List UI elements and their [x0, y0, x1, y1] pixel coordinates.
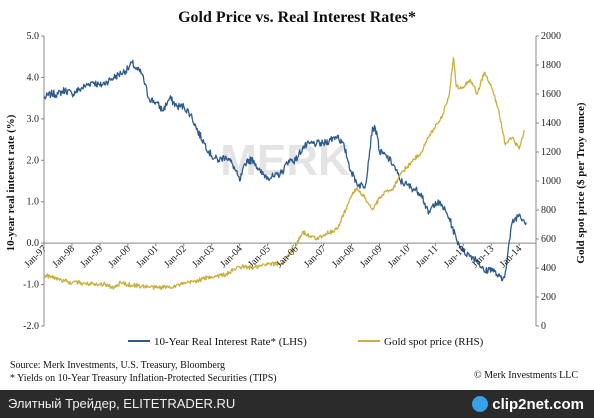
left-tick-label: 4.0 — [27, 72, 40, 83]
clip2net-logo-text: clip2net.com — [492, 395, 584, 413]
x-tick-label: Jan-09 — [358, 243, 385, 270]
left-tick-label: 0.0 — [27, 238, 40, 249]
chart-svg: Gold Price vs. Real Interest Rates* MERK… — [5, 9, 587, 384]
right-tick-label: 1200 — [541, 147, 561, 158]
right-tick-label: 600 — [541, 234, 556, 245]
left-tick-label: 2.0 — [27, 155, 40, 166]
x-tick-label: Jan-10 — [386, 243, 413, 270]
footer-bar: Элитный Трейдер, ELITETRADER.RU clip2net… — [0, 390, 594, 418]
x-tick-label: Jan-14 — [498, 243, 525, 270]
right-tick-label: 1800 — [541, 60, 561, 71]
legend-label-gold: Gold spot price (RHS) — [384, 336, 484, 348]
gold-price-series-line — [43, 57, 526, 291]
right-tick-label: 1000 — [541, 176, 561, 187]
x-tick-label: Jan-99 — [78, 243, 105, 270]
right-tick-label: 1400 — [541, 118, 561, 129]
x-tick-label: Jan-07 — [302, 243, 329, 270]
left-tick-label: -1.0 — [23, 280, 39, 291]
footnote: * Yields on 10-Year Treasury Inflation-P… — [10, 373, 277, 384]
right-tick-label: 2000 — [541, 31, 561, 42]
x-tick-label: Jan-02 — [162, 243, 189, 270]
right-tick-label: 400 — [541, 263, 556, 274]
left-tick-label: -2.0 — [23, 321, 39, 332]
x-tick-label: Jan-06 — [274, 243, 301, 270]
left-tick-label: 1.0 — [27, 197, 40, 208]
footer-site-text: Элитный Трейдер, ELITETRADER.RU — [8, 396, 236, 411]
x-tick-label: Jan-00 — [106, 243, 133, 270]
left-axis-ticks: 5.0 4.0 3.0 2.0 1.0 0.0 -1.0 -2.0 — [23, 31, 44, 332]
x-tick-label: Jan-12 — [442, 243, 469, 270]
right-tick-label: 0 — [541, 321, 546, 332]
legend-label-real-rate: 10-Year Real Interest Rate* (LHS) — [154, 336, 307, 348]
series-layer — [43, 57, 527, 291]
left-tick-label: 3.0 — [27, 114, 40, 125]
real-rate-series-line — [43, 59, 527, 282]
left-tick-label: 5.0 — [27, 31, 40, 42]
x-tick-label: Jan-98 — [50, 243, 77, 270]
clip2net-logo: clip2net.com — [472, 394, 584, 414]
x-tick-label: Jan-11 — [414, 243, 440, 269]
copyright: © Merk Investments LLC — [474, 370, 578, 381]
chart-title: Gold Price vs. Real Interest Rates* — [178, 9, 416, 26]
source-note: Source: Merk Investments, U.S. Treasury,… — [10, 360, 225, 371]
x-tick-label: Jan-04 — [218, 243, 245, 270]
chart-area: Gold Price vs. Real Interest Rates* MERK… — [5, 9, 587, 384]
left-axis-label: 10-year real interest rate (%) — [5, 114, 17, 251]
x-tick-label: Jan-08 — [330, 243, 357, 270]
right-tick-label: 1600 — [541, 89, 561, 100]
right-axis-label: Gold spot price ($ per Troy ounce) — [575, 102, 587, 263]
legend: 10-Year Real Interest Rate* (LHS) Gold s… — [128, 336, 484, 348]
right-tick-label: 800 — [541, 205, 556, 216]
x-tick-label: Jan-01 — [134, 243, 161, 270]
x-tick-label: Jan-03 — [190, 243, 217, 270]
right-tick-label: 200 — [541, 292, 556, 303]
clip-icon — [472, 396, 489, 412]
